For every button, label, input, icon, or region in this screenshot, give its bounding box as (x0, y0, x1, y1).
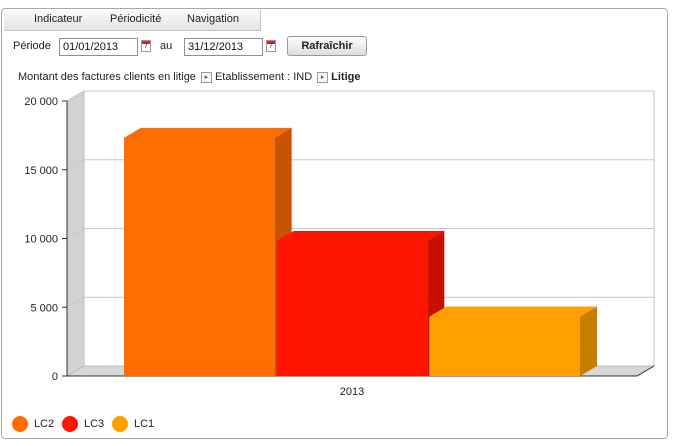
y-tick-label: 15 000 (24, 165, 58, 177)
period-filter: Période au (2, 36, 667, 58)
bar-lc2 (124, 138, 275, 376)
arrow-right-icon: ▸ (317, 71, 329, 83)
gridline (66, 159, 654, 171)
breadcrumb-current: Litige (331, 71, 361, 83)
period-separator: au (160, 40, 173, 52)
calendar-icon[interactable] (141, 40, 151, 52)
menu-bar: Indicateur Périodicité Navigation (4, 10, 261, 31)
start-date-input[interactable] (59, 38, 138, 56)
bar-top-lc1 (428, 306, 598, 318)
calendar-icon[interactable] (266, 40, 276, 52)
gridline (66, 228, 654, 239)
y-tick-label: 0 (52, 371, 58, 383)
gridline (66, 90, 654, 102)
gridline (66, 296, 654, 308)
legend-label: LC2 (34, 418, 55, 430)
period-label: Période (13, 40, 51, 52)
y-tick-label: 5 000 (30, 302, 58, 314)
bar-top-lc2 (123, 127, 293, 139)
bar-side-lc1 (580, 306, 597, 376)
arrow-right-icon: ▸ (200, 71, 212, 83)
y-tick-label: 20 000 (24, 96, 58, 108)
menu-periodicite[interactable]: Périodicité (110, 13, 162, 25)
refresh-button[interactable]: Rafraîchir (287, 36, 367, 56)
bar-lc3 (276, 241, 428, 376)
x-axis-depth (636, 365, 655, 377)
x-tick-label: 2013 (340, 386, 364, 398)
legend-swatch (12, 416, 28, 432)
breadcrumb: Montant des factures clients en litige ▸ E… (18, 71, 360, 83)
legend-swatch (112, 416, 128, 432)
legend-label: LC3 (84, 418, 105, 430)
y-tick-label: 10 000 (24, 234, 58, 246)
menu-indicateur[interactable]: Indicateur (34, 13, 83, 25)
end-date-input[interactable] (184, 38, 263, 56)
bar-lc1 (429, 316, 580, 376)
legend-swatch (62, 416, 78, 432)
legend-label: LC1 (134, 418, 155, 430)
breadcrumb-item[interactable]: Etablissement : IND (214, 71, 313, 83)
menu-navigation[interactable]: Navigation (187, 13, 239, 25)
breadcrumb-item[interactable]: Montant des factures clients en litige (18, 71, 196, 83)
bar-top-lc3 (275, 231, 446, 242)
